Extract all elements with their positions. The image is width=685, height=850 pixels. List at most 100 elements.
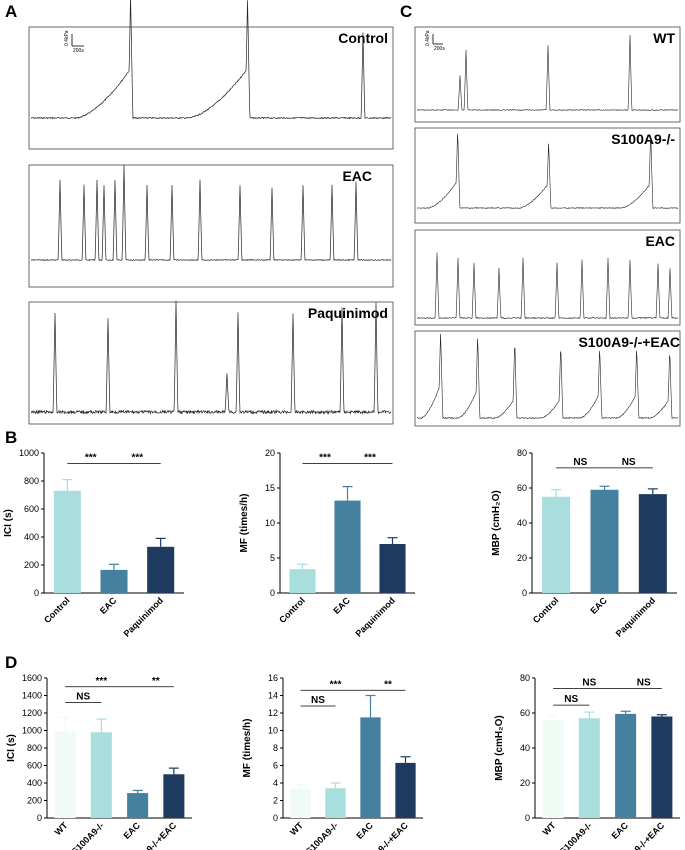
panel-label-c: C [400, 2, 412, 21]
bar-eac [590, 489, 619, 593]
y-tick-label: 80 [517, 448, 527, 458]
y-tick-label: 600 [27, 761, 42, 771]
significance-label: *** [319, 453, 331, 464]
x-category-label: Paquinimod [614, 595, 657, 638]
y-tick-label: 6 [273, 761, 278, 771]
bar-eac [127, 793, 149, 818]
trace-title-paquinimod: Paquinimod [308, 305, 388, 321]
y-tick-label: 12 [268, 708, 278, 718]
trace-line-eac [30, 164, 392, 262]
y-tick-label: 0 [37, 813, 42, 823]
trace-line-s100a9-ko-eac [416, 333, 679, 420]
y-tick-label: 0 [270, 588, 275, 598]
bar-s100a9- [325, 788, 346, 818]
y-tick-label: 40 [520, 743, 530, 753]
y-axis-label: MF (times/h) [239, 494, 250, 553]
y-tick-label: 1200 [22, 708, 42, 718]
significance-label: NS [564, 694, 578, 705]
y-tick-label: 800 [24, 476, 39, 486]
y-tick-label: 1000 [19, 448, 39, 458]
panel-label-d: D [5, 653, 17, 672]
bar-paquinimod [638, 494, 667, 593]
bar-wt [542, 720, 564, 818]
bar-s100a9-eac [651, 716, 673, 818]
scale-bar-x-label: 200s [73, 48, 84, 54]
trace-title-eac: EAC [342, 168, 372, 184]
x-category-label: Paquinimod [122, 595, 165, 638]
y-tick-label: 14 [268, 691, 278, 701]
x-category-label: Control [531, 595, 561, 625]
x-category-label: EAC [610, 820, 631, 841]
y-axis-label: ICI (s) [3, 509, 14, 537]
y-tick-label: 20 [520, 778, 530, 788]
y-tick-label: 10 [268, 726, 278, 736]
trace-frame [28, 301, 394, 425]
bar-eac [615, 713, 637, 818]
x-category-label: WT [288, 820, 305, 837]
significance-label: NS [76, 692, 90, 703]
trace-frame [414, 26, 681, 123]
x-category-label: S100A9-/- [70, 820, 106, 850]
scale-bar-y-label: 0.4kPa [64, 30, 70, 46]
y-tick-label: 60 [517, 483, 527, 493]
bar-eac [360, 717, 381, 818]
x-category-label: EAC [588, 595, 609, 616]
trace-box-control: Control 0.4kPa 200s [28, 0, 394, 150]
bar-s100a9-eac [395, 762, 416, 818]
y-tick-label: 16 [268, 673, 278, 683]
bar-paquinimod [379, 544, 406, 593]
y-tick-label: 10 [265, 518, 275, 528]
y-tick-label: 40 [517, 518, 527, 528]
bar-s100a9- [578, 718, 600, 818]
bar-s100a9-eac [163, 774, 185, 818]
trace-frame [414, 229, 681, 326]
y-tick-label: 20 [265, 448, 275, 458]
significance-label: ** [384, 679, 392, 690]
significance-label: NS [622, 457, 636, 468]
y-tick-label: 8 [273, 743, 278, 753]
y-tick-label: 1000 [22, 726, 42, 736]
significance-label: *** [364, 453, 376, 464]
x-category-label: Control [42, 595, 72, 625]
bar-s100a9- [90, 732, 112, 818]
y-tick-label: 60 [520, 708, 530, 718]
x-category-label: EAC [98, 595, 119, 616]
significance-label: NS [582, 678, 596, 689]
trace-frame [28, 26, 394, 150]
trace-box-wt: WT 0.4kPa 200s [414, 26, 681, 123]
x-category-label: S100A9-/- [304, 820, 340, 850]
y-axis-label: ICI (s) [6, 734, 17, 762]
y-tick-label: 5 [270, 553, 275, 563]
y-tick-label: 600 [24, 504, 39, 514]
significance-label: NS [637, 678, 651, 689]
bar-wt [290, 789, 311, 818]
trace-line-eac-c [416, 252, 679, 320]
y-tick-label: 400 [24, 532, 39, 542]
scale-bar-y-label: 0.4kPa [425, 30, 431, 46]
trace-box-eac-c: EAC [414, 229, 681, 326]
y-tick-label: 1400 [22, 691, 42, 701]
y-tick-label: 200 [24, 560, 39, 570]
trace-title-eac-c: EAC [645, 233, 675, 249]
x-category-label: Paquinimod [353, 595, 396, 638]
y-axis-label: MBP (cmH₂O) [491, 490, 502, 555]
trace-box-s100a9-ko-eac: S100A9-/-+EAC [414, 330, 681, 427]
bar-control [289, 569, 316, 593]
trace-line-s100a9-ko [416, 133, 678, 209]
significance-label: *** [85, 453, 97, 464]
significance-label: *** [131, 453, 143, 464]
bar-eac [334, 500, 361, 593]
x-category-label: S100A9-/- [558, 820, 594, 850]
y-tick-label: 15 [265, 483, 275, 493]
bar-control [542, 496, 571, 593]
chart-mbp-b: 0 20 40 60 80 MBP (cmH₂O) Control EAC Paquinimod… [491, 448, 677, 639]
significance-label: *** [330, 679, 342, 690]
y-tick-label: 1600 [22, 673, 42, 683]
significance-label: NS [573, 457, 587, 468]
y-tick-label: 20 [517, 553, 527, 563]
y-tick-label: 0 [273, 813, 278, 823]
x-category-label: EAC [354, 820, 375, 841]
